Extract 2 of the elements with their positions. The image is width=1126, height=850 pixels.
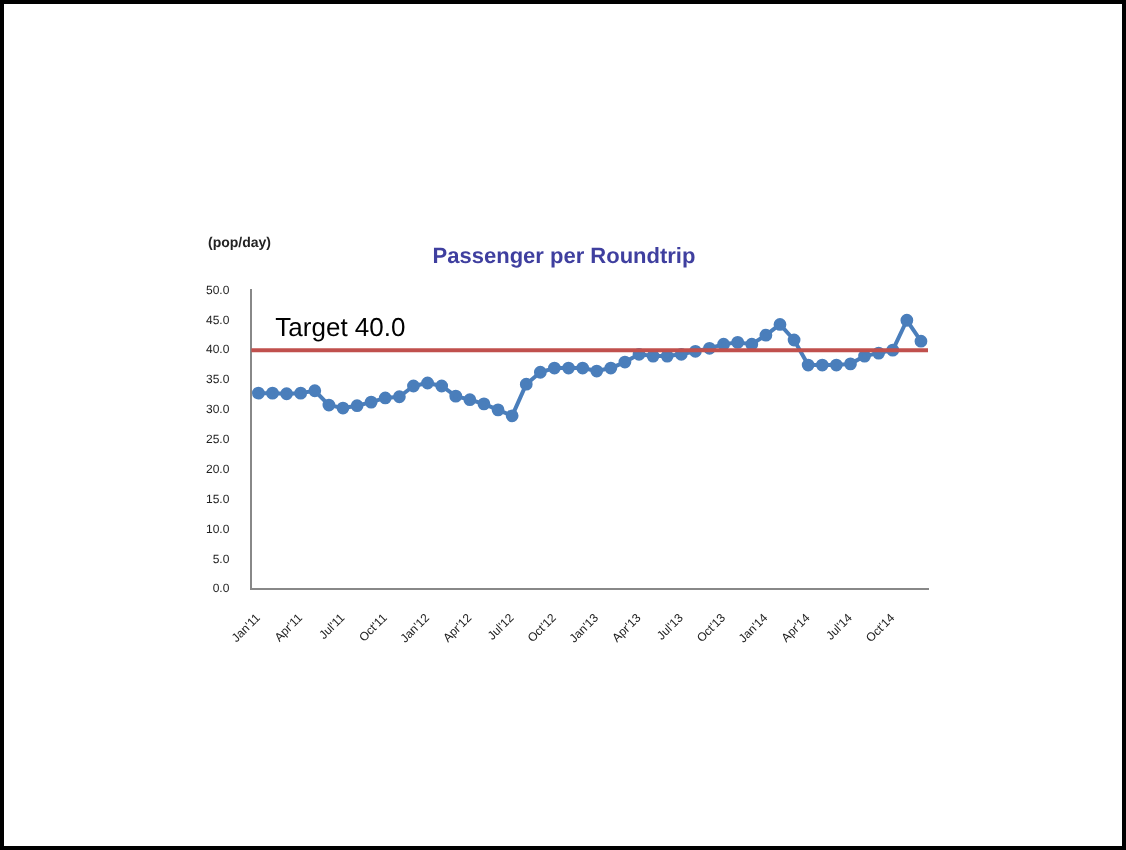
- chart-title: Passenger per Roundtrip: [432, 245, 696, 270]
- ref-line-label: Target 40.0: [275, 312, 406, 343]
